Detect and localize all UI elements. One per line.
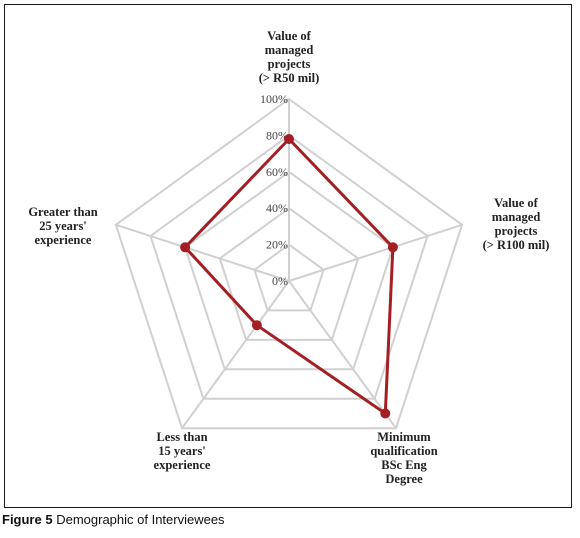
figure-number: Figure 5	[2, 512, 53, 527]
figure-caption-text: Demographic of Interviewees	[56, 512, 225, 527]
axis-label-1: Value of managed projects (> R50 mil)	[259, 29, 320, 85]
axis-label-2-line-4: (> R100 mil)	[483, 238, 550, 252]
axis-label-1-line-1: Value of	[267, 29, 311, 43]
axis-label-2-line-3: projects	[495, 224, 538, 238]
axis-label-4: Less than 15 years' experience	[154, 430, 211, 472]
radar-tick-labels: 0% 20% 40% 60% 80% 100%	[260, 92, 288, 288]
axis-label-1-line-3: projects	[268, 57, 311, 71]
axis-label-3-line-2: qualification	[370, 444, 437, 458]
axis-label-5-line-3: experience	[35, 233, 92, 247]
axis-label-3: Minimum qualification BSc Eng Degree	[370, 430, 437, 486]
axis-label-3-line-3: BSc Eng	[381, 458, 427, 472]
axis-label-5: Greater than 25 years' experience	[28, 205, 97, 247]
tick-label-0: 0%	[272, 274, 288, 288]
radar-grid	[114, 97, 464, 430]
tick-label-100: 100%	[260, 92, 288, 106]
grid-spoke-4	[181, 280, 290, 429]
axis-label-3-line-4: Degree	[385, 472, 423, 486]
radar-series	[180, 134, 398, 419]
grid-ring-40	[218, 206, 360, 341]
tick-label-60: 60%	[266, 165, 288, 179]
axis-label-1-line-4: (> R50 mil)	[259, 71, 320, 85]
grid-ring-20	[253, 243, 325, 312]
series-point-5	[180, 242, 191, 253]
grid-spoke-3	[288, 280, 397, 429]
axis-label-2: Value of managed projects (> R100 mil)	[483, 196, 550, 252]
axis-label-2-line-1: Value of	[494, 196, 538, 210]
grid-spoke-5	[115, 223, 290, 282]
grid-ring-80	[149, 134, 429, 400]
axis-label-4-line-3: experience	[154, 458, 211, 472]
series-point-1	[284, 134, 294, 144]
series-line-1	[183, 137, 395, 415]
series-point-3	[380, 408, 391, 419]
series-point-2	[387, 242, 398, 253]
axis-label-3-line-1: Minimum	[377, 430, 431, 444]
figure-caption: Figure 5 Demographic of Interviewees	[2, 512, 225, 527]
radar-axis-labels: Value of managed projects (> R50 mil)Value …	[28, 29, 549, 486]
axis-label-4-line-1: Less than	[156, 430, 207, 444]
axis-label-2-line-2: managed	[492, 210, 541, 224]
axis-label-5-line-2: 25 years'	[39, 219, 87, 233]
tick-label-20: 20%	[266, 238, 288, 252]
grid-ring-100	[114, 97, 464, 430]
axis-label-4-line-2: 15 years'	[158, 444, 206, 458]
series-point-4	[251, 320, 262, 331]
grid-spoke-2	[288, 223, 463, 282]
tick-label-80: 80%	[266, 128, 288, 142]
axis-label-5-line-1: Greater than	[28, 205, 97, 219]
tick-label-40: 40%	[266, 201, 288, 215]
axis-label-1-line-2: managed	[265, 43, 314, 57]
grid-ring-60	[183, 170, 395, 371]
